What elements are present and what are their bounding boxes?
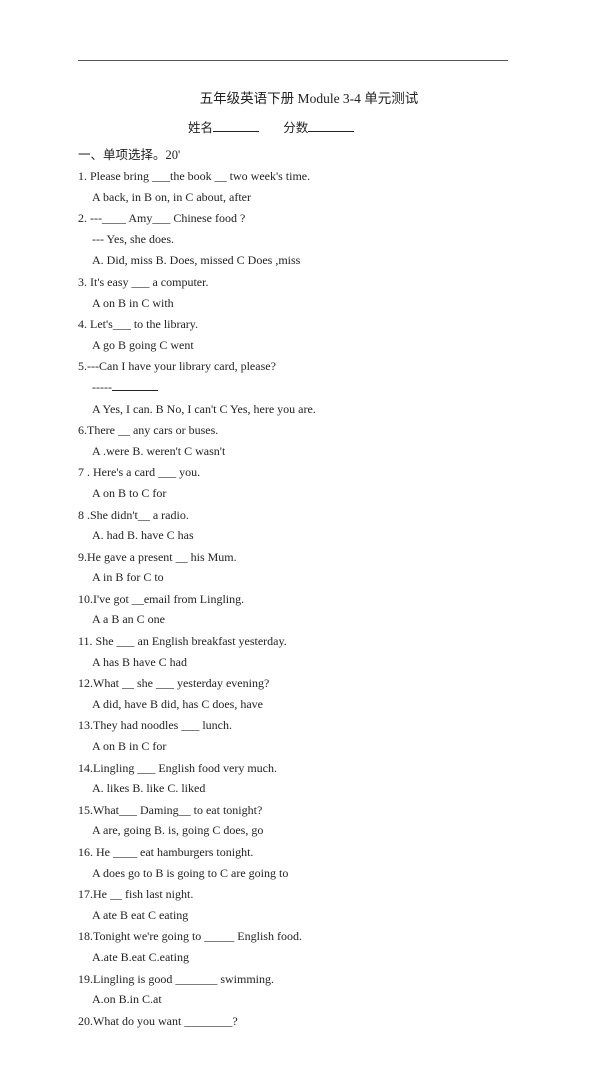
name-blank[interactable] (213, 119, 259, 132)
q2-stem1: 2. ---____ Amy___ Chinese food ? (78, 209, 540, 228)
q14-opts: A. likes B. like C. liked (78, 779, 540, 798)
section-1-heading: 一、单项选择。20' (78, 144, 540, 163)
q1-stem: 1. Please bring ___the book __ two week'… (78, 167, 540, 186)
q10-stem: 10.I've got __email from Lingling. (78, 590, 540, 609)
q8-opts: A. had B. have C has (78, 526, 540, 545)
q6-opts: A .were B. weren't C wasn't (78, 442, 540, 461)
q17-stem: 17.He __ fish last night. (78, 885, 540, 904)
q16-opts: A does go to B is going to C are going t… (78, 864, 540, 883)
q15-opts: A are, going B. is, going C does, go (78, 821, 540, 840)
q7-opts: A on B to C for (78, 484, 540, 503)
q14-stem: 14.Lingling ___ English food very much. (78, 759, 540, 778)
q11-stem: 11. She ___ an English breakfast yesterd… (78, 632, 540, 651)
q17-opts: A ate B eat C eating (78, 906, 540, 925)
q5-dashes: ----- (92, 380, 112, 394)
q18-stem: 18.Tonight we're going to _____ English … (78, 927, 540, 946)
score-blank[interactable] (308, 119, 354, 132)
q5-stem2: ----- (78, 378, 540, 397)
q19-opts: A.on B.in C.at (78, 990, 540, 1009)
q3-opts: A on B in C with (78, 294, 540, 313)
score-label: 分数 (283, 121, 308, 135)
q12-opts: A did, have B did, has C does, have (78, 695, 540, 714)
q7-stem: 7 . Here's a card ___ you. (78, 463, 540, 482)
q19-stem: 19.Lingling is good _______ swimming. (78, 970, 540, 989)
top-rule (78, 60, 508, 61)
q13-opts: A on B in C for (78, 737, 540, 756)
q6-stem: 6.There __ any cars or buses. (78, 421, 540, 440)
q9-opts: A in B for C to (78, 568, 540, 587)
q1-opts: A back, in B on, in C about, after (78, 188, 540, 207)
q16-stem: 16. He ____ eat hamburgers tonight. (78, 843, 540, 862)
q5-opts: A Yes, I can. B No, I can't C Yes, here … (78, 400, 540, 419)
q9-stem: 9.He gave a present __ his Mum. (78, 548, 540, 567)
worksheet-page: 五年级英语下册 Module 3-4 单元测试 姓名 分数 一、单项选择。20'… (0, 0, 600, 1072)
q2-opts: A. Did, miss B. Does, missed C Does ,mis… (78, 251, 540, 270)
q4-opts: A go B going C went (78, 336, 540, 355)
q5-blank[interactable] (112, 379, 158, 391)
name-label: 姓名 (188, 121, 213, 135)
q20-stem: 20.What do you want ________? (78, 1012, 540, 1031)
q2-stem2: --- Yes, she does. (78, 230, 540, 249)
page-title: 五年级英语下册 Module 3-4 单元测试 (78, 87, 540, 107)
q10-opts: A a B an C one (78, 610, 540, 629)
q11-opts: A has B have C had (78, 653, 540, 672)
q4-stem: 4. Let's___ to the library. (78, 315, 540, 334)
name-score-row: 姓名 分数 (188, 117, 540, 136)
q8-stem: 8 .She didn't__ a radio. (78, 506, 540, 525)
q15-stem: 15.What___ Daming__ to eat tonight? (78, 801, 540, 820)
q3-stem: 3. It's easy ___ a computer. (78, 273, 540, 292)
q13-stem: 13.They had noodles ___ lunch. (78, 716, 540, 735)
q12-stem: 12.What __ she ___ yesterday evening? (78, 674, 540, 693)
q18-opts: A.ate B.eat C.eating (78, 948, 540, 967)
q5-stem: 5.---Can I have your library card, pleas… (78, 357, 540, 376)
